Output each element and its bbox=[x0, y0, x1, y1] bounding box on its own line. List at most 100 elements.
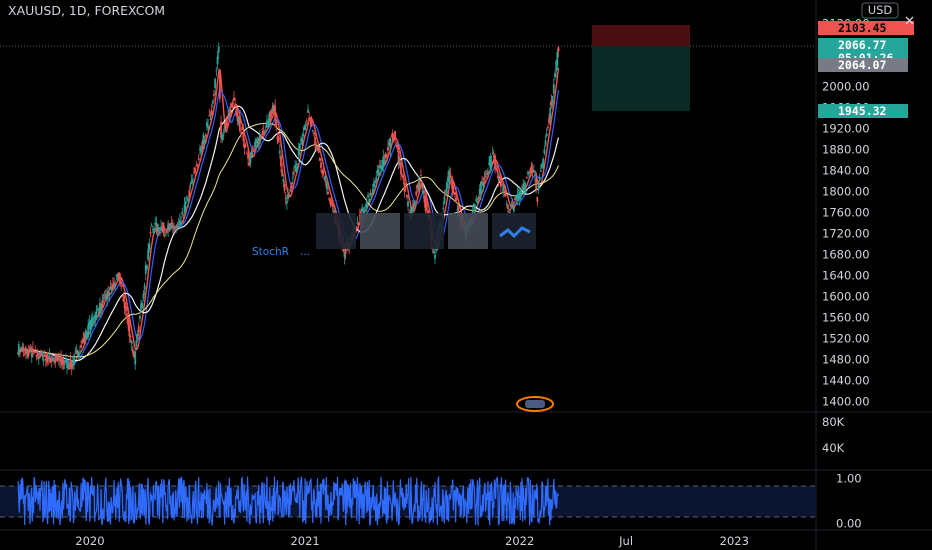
candle-body bbox=[275, 119, 278, 128]
candle-body bbox=[128, 324, 131, 336]
candle-body bbox=[308, 117, 311, 121]
candle-body bbox=[356, 222, 359, 224]
candle-body bbox=[268, 113, 271, 125]
candle-body bbox=[556, 52, 559, 67]
close-icon[interactable] bbox=[905, 16, 914, 25]
candle-body bbox=[68, 367, 71, 369]
candle-body bbox=[317, 147, 320, 153]
oscillator-tick-label: 1.00 bbox=[836, 472, 862, 486]
candle-body bbox=[505, 203, 508, 205]
candle-body bbox=[355, 226, 358, 230]
candle-body bbox=[142, 293, 145, 299]
candle-body bbox=[300, 139, 302, 142]
candle-body bbox=[19, 351, 21, 353]
candle-body bbox=[519, 190, 522, 198]
candle-body bbox=[405, 195, 408, 198]
candle-body bbox=[503, 190, 506, 192]
currency-label: USD bbox=[868, 3, 893, 17]
oscillator-axis[interactable]: 1.00 0.00 bbox=[836, 472, 862, 531]
candle-body bbox=[231, 101, 234, 105]
volume-axis[interactable]: 80K 40K bbox=[822, 415, 845, 455]
candle-body bbox=[396, 144, 399, 150]
candle-body bbox=[208, 115, 211, 117]
candle-body bbox=[333, 210, 335, 213]
candle-body bbox=[434, 254, 436, 259]
candle-body bbox=[549, 107, 552, 120]
candle-body bbox=[155, 223, 158, 233]
currency-button[interactable]: USD bbox=[861, 2, 899, 19]
candle-body bbox=[122, 295, 125, 302]
candle-body bbox=[43, 355, 46, 357]
candle-body bbox=[243, 144, 246, 149]
candle-body bbox=[421, 182, 424, 189]
candle-body bbox=[95, 310, 98, 320]
candle-body bbox=[418, 180, 421, 184]
alert-icon[interactable] bbox=[516, 396, 554, 412]
candle-body bbox=[548, 117, 550, 124]
candle-body bbox=[106, 293, 108, 300]
candle-body bbox=[482, 181, 485, 187]
candle-body bbox=[457, 205, 460, 211]
candle-body bbox=[444, 193, 447, 196]
candle-body bbox=[484, 176, 487, 178]
price-tick-label: 1880.00 bbox=[822, 142, 870, 156]
candle-body bbox=[328, 198, 331, 200]
candle-body bbox=[397, 151, 400, 164]
candle-body bbox=[425, 203, 428, 210]
candle-body bbox=[492, 154, 495, 158]
candle-body bbox=[144, 265, 147, 274]
candle-body bbox=[248, 162, 251, 166]
candle-body bbox=[237, 116, 240, 124]
candle-body bbox=[233, 97, 235, 101]
candle-body bbox=[203, 139, 206, 144]
last-price-value: 2066.77 bbox=[838, 38, 887, 52]
candle-body bbox=[471, 211, 474, 214]
candle-body bbox=[216, 56, 219, 65]
candle-body bbox=[246, 153, 248, 155]
candle-body bbox=[33, 351, 35, 353]
candle-body bbox=[316, 148, 319, 150]
price-tick-label: 1760.00 bbox=[822, 205, 870, 219]
time-tick-label: 2023 bbox=[720, 534, 749, 548]
candle-body bbox=[263, 132, 266, 134]
candle-body bbox=[515, 195, 518, 199]
candle-body bbox=[26, 349, 28, 353]
candle-body bbox=[21, 347, 24, 352]
candle-body bbox=[229, 109, 232, 116]
candle-body bbox=[542, 158, 545, 167]
candle-body bbox=[512, 206, 515, 212]
candle-body bbox=[53, 359, 55, 362]
candle-body bbox=[530, 166, 533, 172]
candle-body bbox=[196, 164, 199, 166]
candle-body bbox=[69, 358, 72, 368]
candle-body bbox=[148, 242, 151, 250]
candle-body bbox=[310, 119, 313, 126]
candle-body bbox=[147, 249, 150, 260]
candle-body bbox=[94, 314, 97, 320]
candle-body bbox=[41, 351, 44, 354]
candle-body bbox=[235, 106, 238, 117]
candle-body bbox=[390, 136, 393, 138]
candle-body bbox=[293, 172, 295, 175]
stop-loss-zone[interactable] bbox=[592, 25, 690, 46]
candle-body bbox=[539, 170, 542, 172]
candle-body bbox=[264, 126, 267, 128]
candle-body bbox=[422, 190, 425, 194]
candle-body bbox=[302, 134, 305, 137]
candle-body bbox=[401, 175, 404, 177]
candle-body bbox=[189, 183, 192, 185]
candle-body bbox=[474, 204, 476, 211]
price-tick-label: 1840.00 bbox=[822, 163, 870, 177]
candle-body bbox=[325, 183, 328, 190]
candle-body bbox=[73, 354, 75, 366]
time-axis[interactable]: 2020 2021 2022 Jul 2023 bbox=[75, 534, 749, 548]
candle-body bbox=[384, 154, 387, 158]
candle-body bbox=[295, 166, 298, 172]
take-profit-zone[interactable] bbox=[592, 46, 690, 111]
candle-body bbox=[301, 137, 304, 145]
candle-body bbox=[256, 141, 259, 143]
stoch-overlay[interactable]: StochR ... bbox=[252, 213, 536, 258]
candle-body bbox=[402, 175, 405, 180]
candle-body bbox=[221, 134, 224, 141]
